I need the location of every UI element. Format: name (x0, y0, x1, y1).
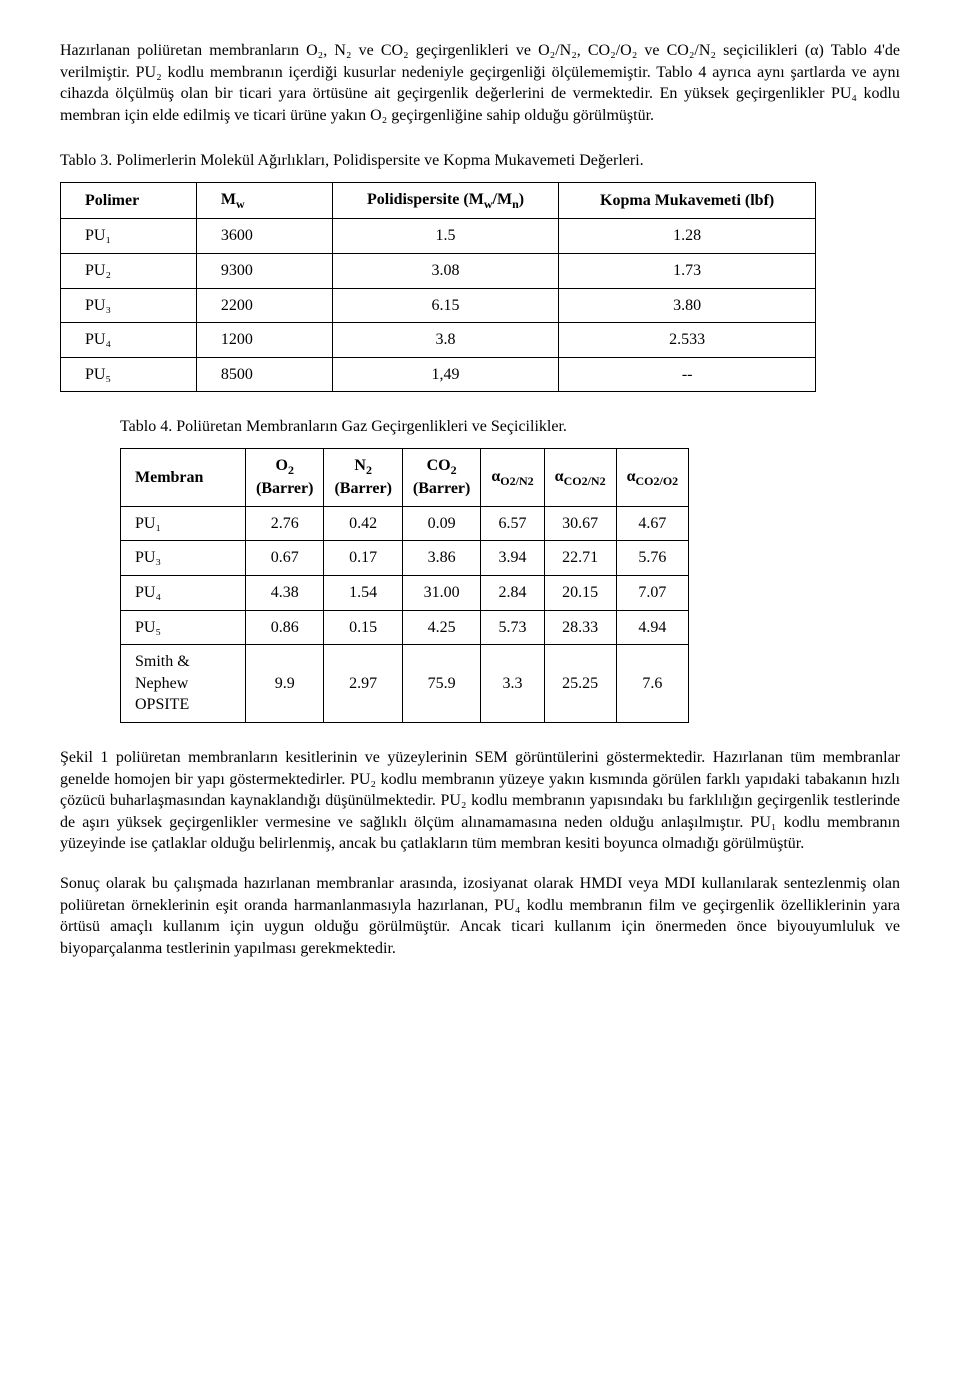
cell: -- (559, 357, 816, 392)
table3-h4: Kopma Mukavemeti (lbf) (559, 182, 816, 218)
cell: 5.76 (616, 541, 689, 576)
cell: 1.5 (332, 219, 559, 254)
cell: PU₅ (61, 357, 197, 392)
cell: 22.71 (544, 541, 616, 576)
cell: 75.9 (402, 645, 480, 723)
cell: 0.86 (246, 610, 324, 645)
cell: 1.54 (324, 576, 402, 611)
cell: 4.67 (616, 506, 689, 541)
cell: 2.84 (481, 576, 544, 611)
cell: 6.15 (332, 288, 559, 323)
table-row: PU₁ 2.76 0.42 0.09 6.57 30.67 4.67 (121, 506, 689, 541)
cell: 2.97 (324, 645, 402, 723)
cell: 3.86 (402, 541, 480, 576)
cell: 1.28 (559, 219, 816, 254)
table-row: PU₄ 1200 3.8 2.533 (61, 323, 816, 358)
table4-h3: N2(Barrer) (324, 448, 402, 506)
cell: 0.09 (402, 506, 480, 541)
cell: 3.3 (481, 645, 544, 723)
cell: 0.42 (324, 506, 402, 541)
table-row: Smith & Nephew OPSITE 9.9 2.97 75.9 3.3 … (121, 645, 689, 723)
cell: 0.17 (324, 541, 402, 576)
table4: Membran O2(Barrer) N2(Barrer) CO2(Barrer… (120, 448, 689, 723)
cell: 1200 (196, 323, 332, 358)
table4-h7: αCO2/O2 (616, 448, 689, 506)
cell: PU₃ (121, 541, 246, 576)
cell: PU₅ (121, 610, 246, 645)
table4-h6: αCO2/N2 (544, 448, 616, 506)
cell: 30.67 (544, 506, 616, 541)
cell: 4.25 (402, 610, 480, 645)
cell: 2200 (196, 288, 332, 323)
cell: 4.38 (246, 576, 324, 611)
cell: PU₃ (61, 288, 197, 323)
cell: 0.15 (324, 610, 402, 645)
cell: 7.07 (616, 576, 689, 611)
table-row: PU₅ 8500 1,49 -- (61, 357, 816, 392)
table4-h2: O2(Barrer) (246, 448, 324, 506)
cell: 4.94 (616, 610, 689, 645)
cell: 9.9 (246, 645, 324, 723)
cell: 1,49 (332, 357, 559, 392)
cell: 31.00 (402, 576, 480, 611)
cell: 2.76 (246, 506, 324, 541)
table-row: PU₃ 0.67 0.17 3.86 3.94 22.71 5.76 (121, 541, 689, 576)
cell: 0.67 (246, 541, 324, 576)
cell: 3.80 (559, 288, 816, 323)
cell: 3.8 (332, 323, 559, 358)
cell: 8500 (196, 357, 332, 392)
cell: 3.08 (332, 253, 559, 288)
cell: PU₂ (61, 253, 197, 288)
table-row: PU₂ 9300 3.08 1.73 (61, 253, 816, 288)
table-row: PU₄ 4.38 1.54 31.00 2.84 20.15 7.07 (121, 576, 689, 611)
table4-caption: Tablo 4. Poliüretan Membranların Gaz Geç… (120, 416, 900, 438)
cell: PU₄ (61, 323, 197, 358)
table3-h3: Polidispersite (Mw/Mn) (332, 182, 559, 218)
table3-header-row: Polimer Mw Polidispersite (Mw/Mn) Kopma … (61, 182, 816, 218)
cell: 3.94 (481, 541, 544, 576)
table-row: PU₃ 2200 6.15 3.80 (61, 288, 816, 323)
table-row: PU₅ 0.86 0.15 4.25 5.73 28.33 4.94 (121, 610, 689, 645)
cell: PU₁ (61, 219, 197, 254)
cell: 7.6 (616, 645, 689, 723)
cell: PU₁ (121, 506, 246, 541)
cell: PU₄ (121, 576, 246, 611)
cell: 28.33 (544, 610, 616, 645)
table4-h1: Membran (121, 448, 246, 506)
table4-h5: αO2/N2 (481, 448, 544, 506)
paragraph-2: Şekil 1 poliüretan membranların kesitler… (60, 747, 900, 855)
cell: 20.15 (544, 576, 616, 611)
table3-h1: Polimer (61, 182, 197, 218)
table3-caption: Tablo 3. Polimerlerin Molekül Ağırlıklar… (60, 150, 900, 172)
cell: 25.25 (544, 645, 616, 723)
cell: 3600 (196, 219, 332, 254)
table3: Polimer Mw Polidispersite (Mw/Mn) Kopma … (60, 182, 816, 392)
cell: 2.533 (559, 323, 816, 358)
paragraph-1: Hazırlanan poliüretan membranların O₂, N… (60, 40, 900, 126)
table3-h2: Mw (196, 182, 332, 218)
cell: Smith & Nephew OPSITE (121, 645, 246, 723)
table4-h4: CO2(Barrer) (402, 448, 480, 506)
paragraph-3: Sonuç olarak bu çalışmada hazırlanan mem… (60, 873, 900, 959)
table-row: PU₁ 3600 1.5 1.28 (61, 219, 816, 254)
table4-header-row: Membran O2(Barrer) N2(Barrer) CO2(Barrer… (121, 448, 689, 506)
cell: 9300 (196, 253, 332, 288)
cell: 5.73 (481, 610, 544, 645)
cell: 6.57 (481, 506, 544, 541)
cell: 1.73 (559, 253, 816, 288)
